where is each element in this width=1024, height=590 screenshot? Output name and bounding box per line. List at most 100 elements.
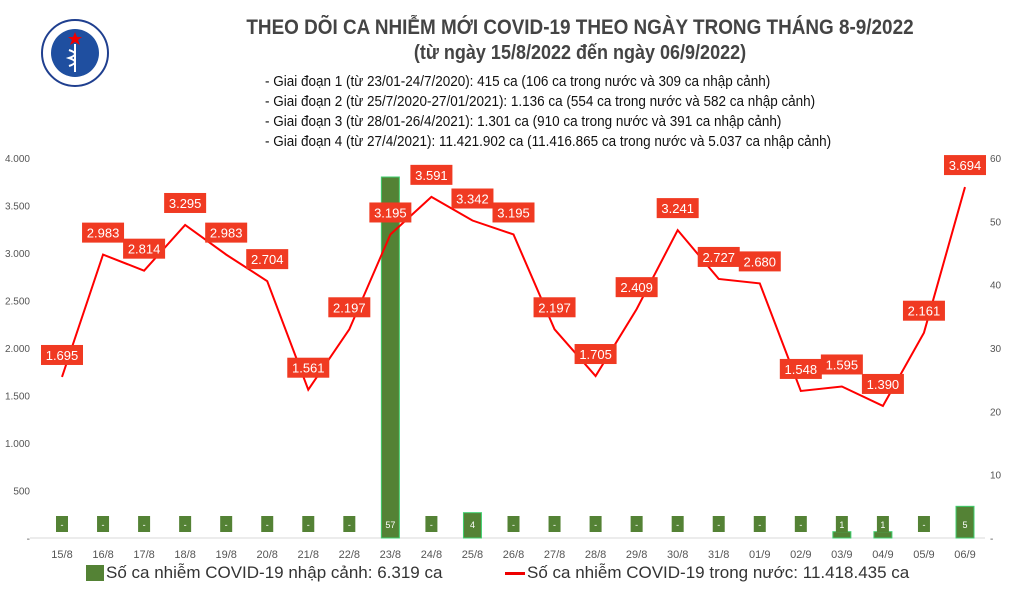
left-tick-label: 1.500	[5, 392, 30, 403]
bar-label-box	[671, 516, 684, 532]
line-label-box	[820, 354, 863, 375]
bar-label: -	[635, 520, 638, 530]
domestic-line	[61, 186, 966, 408]
bar-label: -	[266, 520, 269, 530]
bar-label-box	[876, 516, 889, 532]
line-label-box	[697, 246, 740, 267]
bar-label: -	[102, 520, 105, 530]
bar-label: 1	[839, 520, 844, 530]
bar-label-box	[302, 516, 315, 532]
bar-label: -	[225, 520, 228, 530]
line-label-box	[492, 202, 535, 223]
line-label: 1.705	[579, 347, 612, 362]
x-tick-label: 24/8	[421, 549, 442, 561]
bar	[873, 531, 893, 539]
x-tick-label: 29/8	[626, 549, 647, 561]
line-label: 1.548	[785, 362, 818, 377]
x-tick-label: 26/8	[503, 549, 524, 561]
line-label: 3.241	[661, 201, 694, 216]
x-tick-label: 22/8	[339, 549, 360, 561]
bar-label: -	[512, 520, 515, 530]
bar-label-box	[548, 516, 561, 532]
line-label-box	[738, 251, 781, 272]
legend-label: Số ca nhiễm COVID-19 trong nước: 11.418.…	[527, 563, 910, 582]
bar-label-box	[712, 516, 725, 532]
line-label-box	[861, 373, 904, 394]
bar-label: -	[717, 520, 720, 530]
note-line: - Giai đoạn 3 (từ 28/01-26/4/2021): 1.30…	[265, 114, 782, 130]
bar-label-box	[959, 516, 971, 532]
bar-label: 5	[962, 520, 967, 530]
x-tick-label: 27/8	[544, 549, 565, 561]
bar-label: -	[307, 520, 310, 530]
left-tick-label: 3.000	[5, 249, 30, 260]
x-tick-label: 01/9	[749, 549, 770, 561]
line-label: 3.342	[456, 192, 489, 207]
line-label: 2.983	[210, 226, 243, 241]
bar-label: -	[922, 520, 925, 530]
bar-label: -	[430, 520, 433, 530]
x-tick-label: 15/8	[51, 549, 72, 561]
note-line: - Giai đoạn 1 (từ 23/01-24/7/2020): 415 …	[265, 74, 771, 90]
x-tick-label: 28/8	[585, 549, 606, 561]
left-tick-label: 2.000	[5, 344, 30, 355]
x-tick-label: 04/9	[872, 549, 893, 561]
bar-label: 1	[880, 520, 885, 530]
line-label-box	[41, 344, 83, 365]
line-label: 3.195	[497, 205, 530, 220]
bar-label: -	[553, 520, 556, 530]
line-label: 1.595	[826, 357, 859, 372]
bar-label: -	[594, 520, 597, 530]
note-line: - Giai đoạn 4 (từ 27/4/2021): 11.421.902…	[265, 134, 832, 150]
bar-label: -	[799, 520, 802, 530]
bar-label-box	[261, 516, 274, 532]
line-label-box	[451, 188, 494, 209]
right-tick-label: 20	[990, 407, 1002, 418]
line-label: 1.695	[46, 348, 79, 363]
line-label: 2.197	[333, 300, 366, 315]
bar-label: 57	[385, 520, 395, 530]
right-tick-label: 10	[990, 471, 1002, 482]
x-tick-label: 21/8	[298, 549, 319, 561]
line-label: 2.161	[908, 304, 941, 319]
bar-label-box	[179, 516, 192, 532]
bar-label-box	[425, 516, 438, 532]
bar-label-box	[343, 516, 356, 532]
x-tick-label: 20/8	[257, 549, 278, 561]
ministry-logo	[41, 19, 109, 87]
bar-label: 4	[470, 520, 475, 530]
line-label-box	[779, 358, 822, 379]
line-label: 3.195	[374, 205, 407, 220]
bar-label: -	[61, 520, 64, 530]
x-tick-label: 17/8	[133, 549, 154, 561]
line-label-box	[369, 202, 412, 223]
left-tick-label: 4.000	[5, 154, 30, 165]
bar-label-box	[589, 516, 602, 532]
legend-domestic: Số ca nhiễm COVID-19 trong nước: 11.418.…	[505, 563, 909, 583]
line-label-box	[205, 222, 248, 243]
stage-notes: - Giai đoạn 1 (từ 23/01-24/7/2020): 415 …	[265, 72, 831, 152]
x-tick-label: 31/8	[708, 549, 729, 561]
line-label-box	[410, 164, 453, 185]
x-tick-label: 05/9	[913, 549, 934, 561]
bar-label-box	[56, 516, 68, 532]
bar	[832, 531, 852, 539]
line-label: 2.983	[87, 226, 120, 241]
line-label-box	[574, 344, 617, 365]
line-label: 2.704	[251, 252, 284, 267]
x-tick-label: 03/9	[831, 549, 852, 561]
bar	[380, 176, 400, 539]
bar-label-box	[630, 516, 643, 532]
line-label: 2.680	[743, 254, 776, 269]
x-tick-label: 25/8	[462, 549, 483, 561]
line-label: 2.197	[538, 300, 571, 315]
legend-label: Số ca nhiễm COVID-19 nhập cảnh: 6.319 ca	[106, 563, 443, 582]
x-tick-label: 19/8	[215, 549, 236, 561]
line-label: 3.694	[949, 158, 982, 173]
bar-label-box	[794, 516, 807, 532]
bar-label: -	[348, 520, 351, 530]
line-label-box	[164, 192, 207, 213]
bar-label-box	[917, 516, 930, 532]
left-tick-label: 1.000	[5, 439, 30, 450]
line-label: 3.591	[415, 168, 448, 183]
